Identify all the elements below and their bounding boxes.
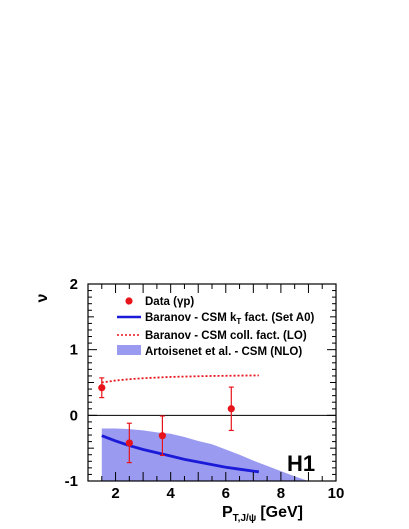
legend-symbol-nlo: [117, 345, 141, 355]
legend-label-kt-rest: fact. (Set A0): [241, 312, 314, 324]
point-layer: [98, 377, 235, 464]
y-tick-label: -1: [65, 473, 78, 490]
band-layer: [101, 428, 309, 481]
series-band-nlo: [101, 428, 309, 481]
x-axis-title-main: P: [222, 504, 233, 521]
y-tick-label: 0: [70, 407, 78, 424]
legend-label-data: Data (γp): [145, 296, 194, 308]
data-point: [227, 386, 235, 432]
legend-label-kt-main: Baranov - CSM k: [145, 312, 237, 324]
h1-logo: H1: [287, 451, 315, 476]
data-point: [98, 377, 106, 399]
x-axis-title-sub: T,J/ψ: [233, 513, 257, 524]
data-marker: [98, 384, 106, 392]
legend-label-kt: Baranov - CSM kT fact. (Set A0): [145, 312, 315, 326]
series-line-coll: [101, 374, 259, 384]
y-tick-label: 1: [70, 342, 78, 359]
x-tick-label: 6: [222, 485, 230, 502]
legend: Data (γp) Baranov - CSM kT fact. (Set A0…: [117, 296, 315, 358]
data-marker: [125, 439, 133, 447]
x-tick-label: 4: [166, 485, 175, 502]
data-marker: [158, 432, 166, 440]
legend-symbol-data: [125, 297, 133, 305]
data-marker: [227, 405, 235, 413]
legend-label-coll: Baranov - CSM coll. fact. (LO): [145, 330, 307, 342]
x-axis-title: PT,J/ψ [GeV]: [222, 504, 303, 524]
legend-label-nlo: Artoisenet et al. - CSM (NLO): [145, 346, 302, 358]
legend-label-kt-sub: T: [236, 317, 241, 326]
x-tick-label: 2: [111, 485, 119, 502]
tick-layer: 2 4 6 8 10 -1 0 1 2: [65, 276, 345, 502]
x-tick-label: 10: [328, 485, 345, 502]
y-tick-label: 2: [70, 276, 78, 293]
data-point: [158, 415, 166, 456]
x-axis-title-unit: [GeV]: [260, 504, 303, 521]
data-point: [125, 422, 133, 464]
x-tick-label: 8: [277, 485, 285, 502]
y-axis-title: ν: [34, 293, 51, 302]
